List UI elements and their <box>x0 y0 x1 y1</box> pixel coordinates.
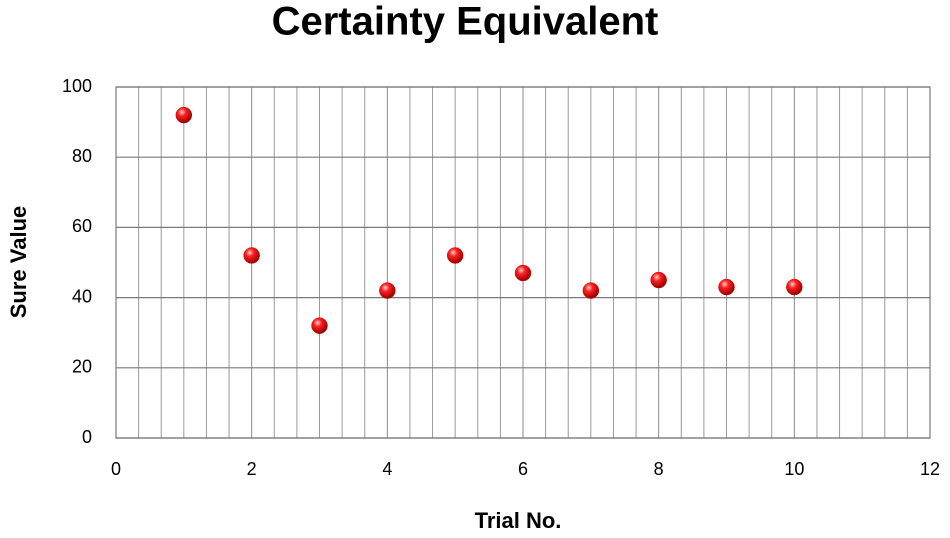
point <box>718 278 735 296</box>
point <box>379 282 396 299</box>
chart-title: Certainty Equivalent <box>272 0 659 44</box>
x-tick-label: 0 <box>111 459 121 479</box>
y-tick-label: 80 <box>72 146 92 166</box>
x-tick-label: 10 <box>784 459 804 479</box>
point <box>446 247 464 264</box>
point <box>243 247 260 264</box>
y-tick-label: 20 <box>72 357 92 377</box>
x-tick-label: 4 <box>382 459 392 479</box>
x-tick-label: 8 <box>654 459 664 479</box>
y-tick-label: 60 <box>72 216 92 236</box>
point <box>175 106 193 124</box>
point <box>311 317 328 334</box>
x-tick-label: 12 <box>920 459 940 479</box>
x-tick-label: 2 <box>247 459 257 479</box>
y-tick-label: 0 <box>82 427 92 447</box>
point <box>650 271 667 289</box>
plot-border <box>115 86 931 439</box>
x-axis-title: Trial No. <box>475 508 562 533</box>
x-tick-label: 6 <box>518 459 528 479</box>
point <box>514 264 532 282</box>
point <box>582 282 600 299</box>
y-tick-label: 100 <box>62 76 92 96</box>
point <box>786 278 803 296</box>
y-axis-title: Sure Value <box>6 206 31 319</box>
y-tick-label: 40 <box>72 286 92 306</box>
